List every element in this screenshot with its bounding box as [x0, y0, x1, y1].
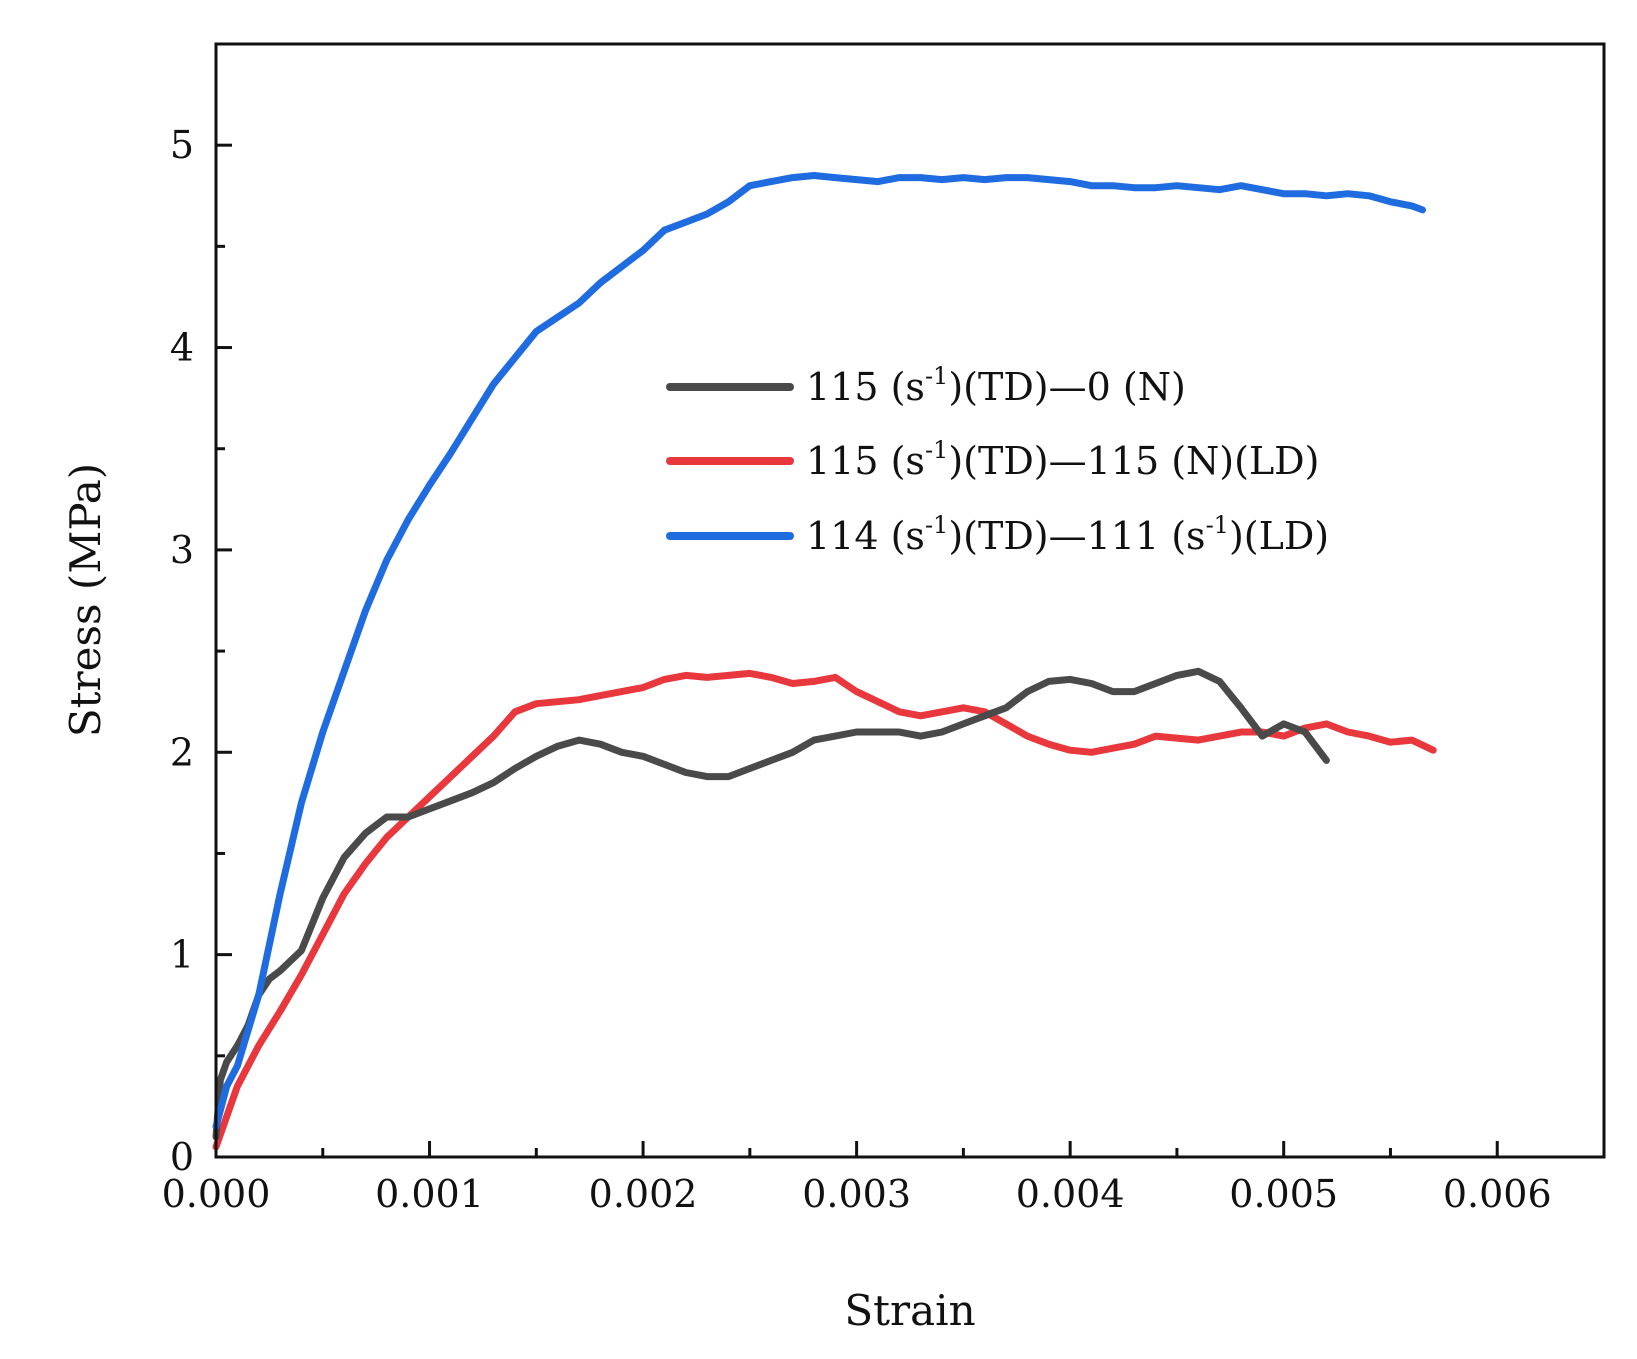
legend-label-1: 115 (s-1)(TD)—0 (N) [806, 362, 1186, 409]
x-tick-label: 0.006 [1443, 1172, 1552, 1216]
x-tick-label: 0.001 [375, 1172, 484, 1216]
legend-label-3: 114 (s-1)(TD)—111 (s-1)(LD) [806, 511, 1329, 558]
series-line-3 [212, 172, 1426, 1131]
legend: 115 (s-1)(TD)—0 (N) 115 (s-1)(TD)—115 (N)… [666, 362, 1329, 558]
y-tick-label: 0 [170, 1135, 194, 1179]
series-line-1 [212, 667, 1330, 1141]
x-tick-label: 0.005 [1229, 1172, 1338, 1216]
legend-label-2: 115 (s-1)(TD)—115 (N)(LD) [806, 436, 1319, 483]
y-tick-label: 4 [170, 326, 194, 370]
y-tick-label: 3 [170, 528, 194, 572]
x-axis-title: Strain [844, 1286, 975, 1335]
x-tick-label: 0.003 [802, 1172, 911, 1216]
x-tick-label: 0.002 [589, 1172, 698, 1216]
plot-frame [214, 42, 1606, 1159]
y-tick-label: 2 [170, 730, 194, 774]
y-tick-label: 1 [170, 933, 194, 977]
series-line-2 [212, 669, 1437, 1151]
y-tick-label: 5 [170, 123, 194, 167]
x-tick-label: 0.000 [162, 1172, 271, 1216]
ticks-layer: 0.000 0.001 0.002 0.003 0.004 0.005 0.006 0 1 2 3 4… [162, 42, 1552, 1216]
y-axis-title: Stress (MPa) [61, 463, 110, 737]
x-tick-label: 0.004 [1016, 1172, 1125, 1216]
series-layer [212, 172, 1437, 1151]
